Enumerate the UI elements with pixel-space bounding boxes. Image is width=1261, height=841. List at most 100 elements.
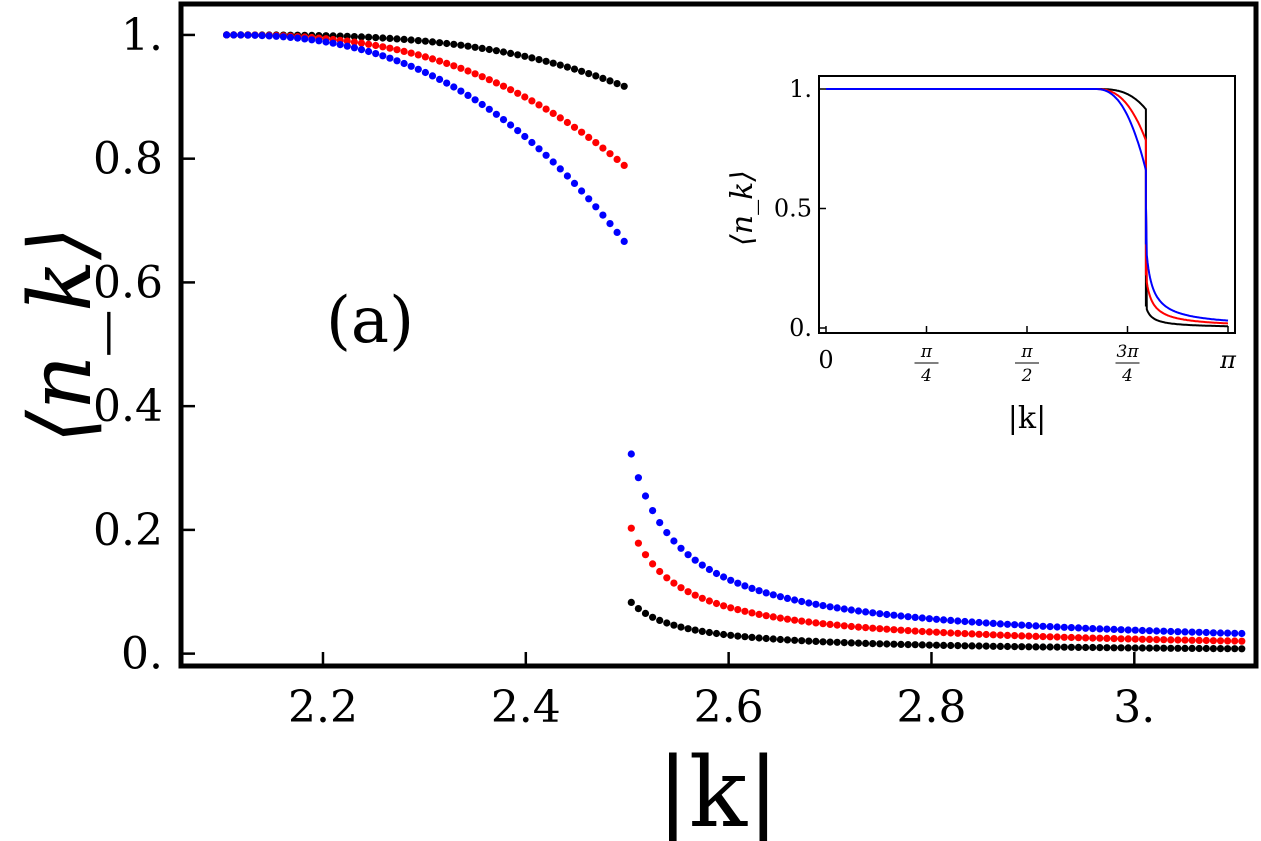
data-point [826, 603, 834, 611]
data-point [1209, 629, 1217, 637]
data-point [294, 34, 302, 42]
data-point [606, 220, 614, 228]
inset-background [812, 75, 1242, 345]
data-point [450, 40, 458, 48]
data-point [350, 38, 358, 46]
data-point [592, 203, 600, 211]
data-point [372, 41, 380, 50]
data-point [1067, 643, 1075, 651]
data-point [762, 589, 770, 597]
data-point [1103, 634, 1111, 643]
data-point [783, 615, 792, 623]
data-point [1018, 632, 1026, 640]
data-point [776, 635, 785, 644]
inset-y-axis-title: ⟨n_k⟩ [725, 170, 760, 246]
data-point [727, 631, 735, 639]
data-point [1231, 637, 1239, 645]
data-point [890, 626, 898, 634]
data-point [762, 612, 770, 620]
data-point [1082, 624, 1090, 632]
data-point [386, 44, 394, 52]
data-point [840, 622, 848, 630]
data-point [1067, 633, 1075, 642]
data-point [1160, 636, 1168, 644]
data-point [663, 529, 671, 537]
data-point [528, 138, 536, 147]
data-point [1209, 645, 1217, 653]
data-point [840, 605, 848, 613]
data-point [989, 619, 997, 628]
data-point [677, 584, 685, 592]
data-point [521, 52, 529, 60]
data-point [1138, 626, 1146, 635]
data-point [677, 544, 685, 552]
data-point [407, 49, 415, 57]
data-point [1153, 636, 1161, 644]
data-point [365, 47, 373, 56]
data-point [897, 612, 905, 620]
data-point [904, 641, 912, 649]
data-point [1117, 626, 1125, 634]
data-point [1188, 636, 1196, 644]
data-point [1096, 634, 1104, 642]
data-point [720, 573, 728, 581]
data-point [968, 630, 976, 638]
data-point [961, 642, 969, 650]
data-point [279, 33, 287, 41]
data-point [535, 101, 543, 109]
data-point [911, 641, 919, 649]
data-point [549, 109, 557, 117]
data-point [428, 38, 437, 46]
data-point [819, 638, 827, 646]
data-point [961, 617, 969, 626]
data-point [400, 35, 408, 44]
data-point [656, 567, 664, 576]
data-point [1011, 621, 1019, 629]
data-point [499, 48, 508, 56]
data-point [1167, 636, 1175, 644]
data-point [975, 618, 983, 627]
data-point [251, 31, 259, 39]
data-point [989, 631, 997, 639]
data-point [1224, 645, 1232, 653]
data-point [1117, 644, 1125, 652]
data-point [890, 640, 898, 648]
data-point [606, 77, 614, 85]
data-point [833, 604, 841, 612]
data-point [897, 626, 905, 634]
data-point [457, 87, 465, 95]
data-point [805, 637, 813, 645]
data-point [1089, 643, 1097, 652]
data-point [734, 632, 742, 640]
data-point [514, 51, 522, 59]
data-point [1124, 644, 1132, 652]
x-tick-label: 2.6 [694, 682, 764, 733]
data-point [634, 605, 643, 613]
data-point [1018, 643, 1026, 651]
data-point [1181, 644, 1189, 653]
inset-x-tick-label-denominator: 4 [920, 366, 932, 386]
data-point [570, 123, 579, 131]
data-point [720, 602, 728, 610]
data-point [613, 228, 621, 236]
data-point [393, 57, 401, 65]
x-tick-label: 3. [1113, 682, 1155, 733]
data-point [528, 97, 536, 105]
data-point [1145, 644, 1154, 652]
y-tick-label: 0. [121, 629, 163, 680]
data-point [1103, 625, 1111, 633]
data-point [975, 642, 983, 650]
data-point [925, 628, 934, 636]
data-point [464, 91, 472, 99]
data-point [890, 611, 898, 619]
y-tick-label: 0.8 [93, 134, 163, 185]
data-point [847, 639, 856, 647]
data-point [585, 133, 593, 141]
data-point [230, 31, 238, 39]
data-point [649, 613, 657, 621]
data-point [485, 105, 493, 113]
data-point [911, 613, 919, 622]
data-point [400, 47, 408, 56]
data-point [350, 33, 358, 41]
data-point [315, 37, 323, 45]
